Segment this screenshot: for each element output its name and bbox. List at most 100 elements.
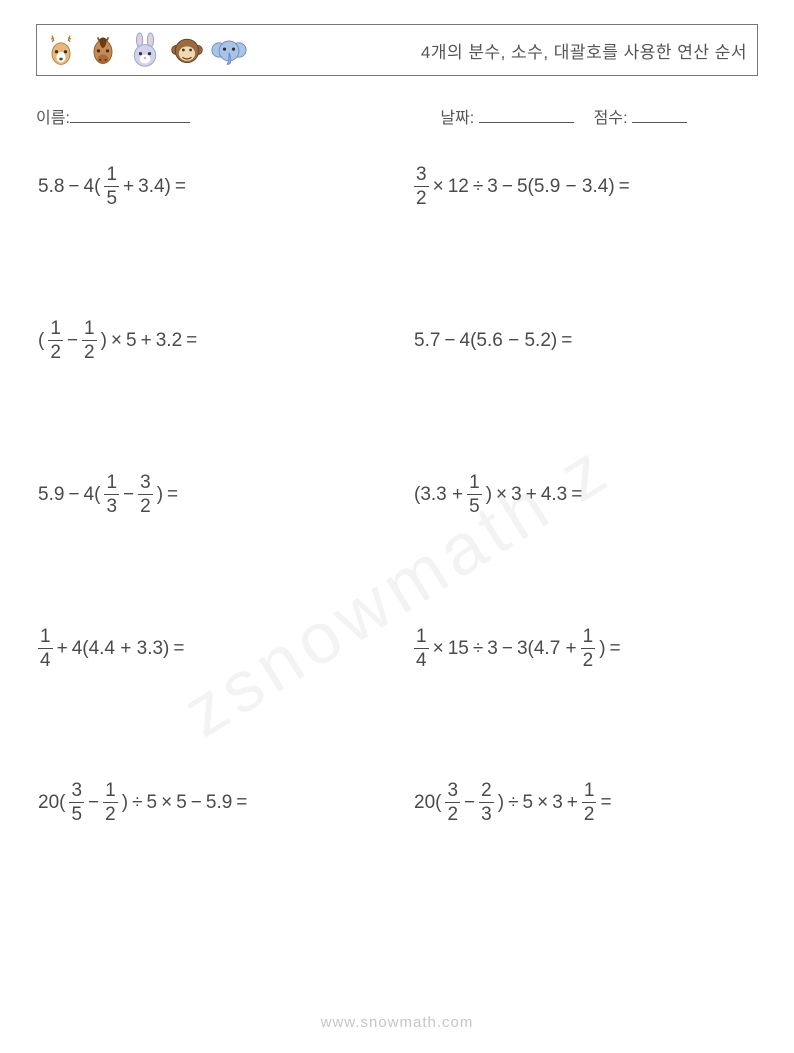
expression-text: 3 xyxy=(509,485,524,504)
expression-text: 5 xyxy=(521,793,536,812)
horse-icon xyxy=(85,32,121,68)
fraction-denominator: 2 xyxy=(138,494,153,516)
fraction: 12 xyxy=(582,781,597,824)
expression-text: − xyxy=(65,331,80,350)
expression-text: ) xyxy=(597,639,607,658)
expression-text: × xyxy=(431,177,446,196)
expression-text: 4( xyxy=(82,177,103,196)
problem-4: 5.7 − 4(5.6 − 5.2) = xyxy=(412,318,758,362)
fraction: 15 xyxy=(104,165,119,208)
fraction-numerator: 1 xyxy=(582,781,597,802)
fraction-numerator: 3 xyxy=(69,781,84,802)
problem-9: 20(35 − 12) ÷ 5 × 5 − 5.9 = xyxy=(36,780,382,824)
expression-text: − xyxy=(462,793,477,812)
expression-text: = xyxy=(234,793,249,812)
expression-text: ) xyxy=(155,485,165,504)
elephant-icon xyxy=(211,32,247,68)
worksheet-title: 4개의 분수, 소수, 대괄호를 사용한 연산 순서 xyxy=(421,38,747,63)
fraction-numerator: 1 xyxy=(467,473,482,494)
expression-text: 12 xyxy=(446,177,471,196)
fraction-numerator: 3 xyxy=(414,165,429,186)
fraction-numerator: 2 xyxy=(479,781,494,802)
expression-text: + xyxy=(121,177,136,196)
rabbit-icon xyxy=(127,32,163,68)
problem-8: 14 × 15 ÷ 3 − 3(4.7 + 12) = xyxy=(412,626,758,670)
fraction: 12 xyxy=(82,319,97,362)
expression-text: = xyxy=(617,177,632,196)
fraction: 12 xyxy=(103,781,118,824)
expression-text: 5.7 xyxy=(412,331,442,350)
expression-text: = xyxy=(171,639,186,658)
problem-3: (12 − 12) × 5 + 3.2 = xyxy=(36,318,382,362)
expression-text: ÷ xyxy=(471,639,485,658)
expression-text: (3.3 + xyxy=(412,485,465,504)
fraction: 14 xyxy=(38,627,53,670)
fraction-denominator: 4 xyxy=(414,648,429,670)
problem-10: 20(32 − 23) ÷ 5 × 3 + 12 = xyxy=(412,780,758,824)
expression-text: = xyxy=(559,331,574,350)
expression-text: ( xyxy=(36,331,46,350)
problem-1: 5.8 − 4(15 + 3.4) = xyxy=(36,164,382,208)
expression-text: 4( xyxy=(82,485,103,504)
expression-text: + xyxy=(565,793,580,812)
expression-text: − xyxy=(189,793,204,812)
expression-text: = xyxy=(569,485,584,504)
expression-text: 5 xyxy=(124,331,139,350)
fraction-denominator: 2 xyxy=(414,186,429,208)
monkey-icon xyxy=(169,32,205,68)
expression-text: 3(4.7 + xyxy=(515,639,579,658)
expression-text: + xyxy=(524,485,539,504)
score-blank[interactable] xyxy=(632,105,687,123)
expression-text: ÷ xyxy=(506,793,520,812)
fraction: 12 xyxy=(48,319,63,362)
expression-text: 3 xyxy=(550,793,565,812)
fraction: 23 xyxy=(479,781,494,824)
expression-text: − xyxy=(500,177,515,196)
expression-text: 3 xyxy=(485,177,500,196)
expression-text: ) xyxy=(120,793,130,812)
fraction: 32 xyxy=(138,473,153,516)
name-blank[interactable] xyxy=(70,105,190,123)
expression-text: × xyxy=(535,793,550,812)
expression-text: 3.4) xyxy=(136,177,173,196)
fraction: 13 xyxy=(104,473,119,516)
fraction-denominator: 5 xyxy=(104,186,119,208)
fraction: 32 xyxy=(414,165,429,208)
fraction-numerator: 1 xyxy=(82,319,97,340)
expression-text: − xyxy=(500,639,515,658)
fraction-numerator: 1 xyxy=(104,473,119,494)
fraction-numerator: 3 xyxy=(138,473,153,494)
fraction-numerator: 1 xyxy=(38,627,53,648)
footer-url: www.snowmath.com xyxy=(0,1014,794,1031)
fraction-numerator: 1 xyxy=(414,627,429,648)
expression-text: − xyxy=(121,485,136,504)
expression-text: = xyxy=(165,485,180,504)
fraction-denominator: 4 xyxy=(38,648,53,670)
expression-text: × xyxy=(109,331,124,350)
fraction-numerator: 1 xyxy=(581,627,596,648)
fraction-numerator: 1 xyxy=(103,781,118,802)
expression-text: × xyxy=(431,639,446,658)
expression-text: = xyxy=(184,331,199,350)
expression-text: 20( xyxy=(412,793,443,812)
expression-text: 5(5.9 − 3.4) xyxy=(515,177,617,196)
expression-text: − xyxy=(86,793,101,812)
expression-text: 5 xyxy=(174,793,189,812)
fraction-denominator: 2 xyxy=(445,802,460,824)
date-blank[interactable] xyxy=(479,105,574,123)
fraction: 32 xyxy=(445,781,460,824)
deer-icon xyxy=(43,32,79,68)
info-row: 이름: 날짜: 점수: xyxy=(36,104,758,128)
problem-7: 14 + 4(4.4 + 3.3) = xyxy=(36,626,382,670)
fraction-numerator: 1 xyxy=(48,319,63,340)
fraction-denominator: 5 xyxy=(467,494,482,516)
expression-text: 5 xyxy=(145,793,160,812)
problem-6: (3.3 + 15) × 3 + 4.3 = xyxy=(412,472,758,516)
expression-text: ÷ xyxy=(130,793,144,812)
problem-5: 5.9 − 4(13 − 32) = xyxy=(36,472,382,516)
fraction-denominator: 2 xyxy=(581,648,596,670)
fraction: 14 xyxy=(414,627,429,670)
expression-text: × xyxy=(494,485,509,504)
expression-text: 5.8 xyxy=(36,177,66,196)
expression-text: = xyxy=(173,177,188,196)
